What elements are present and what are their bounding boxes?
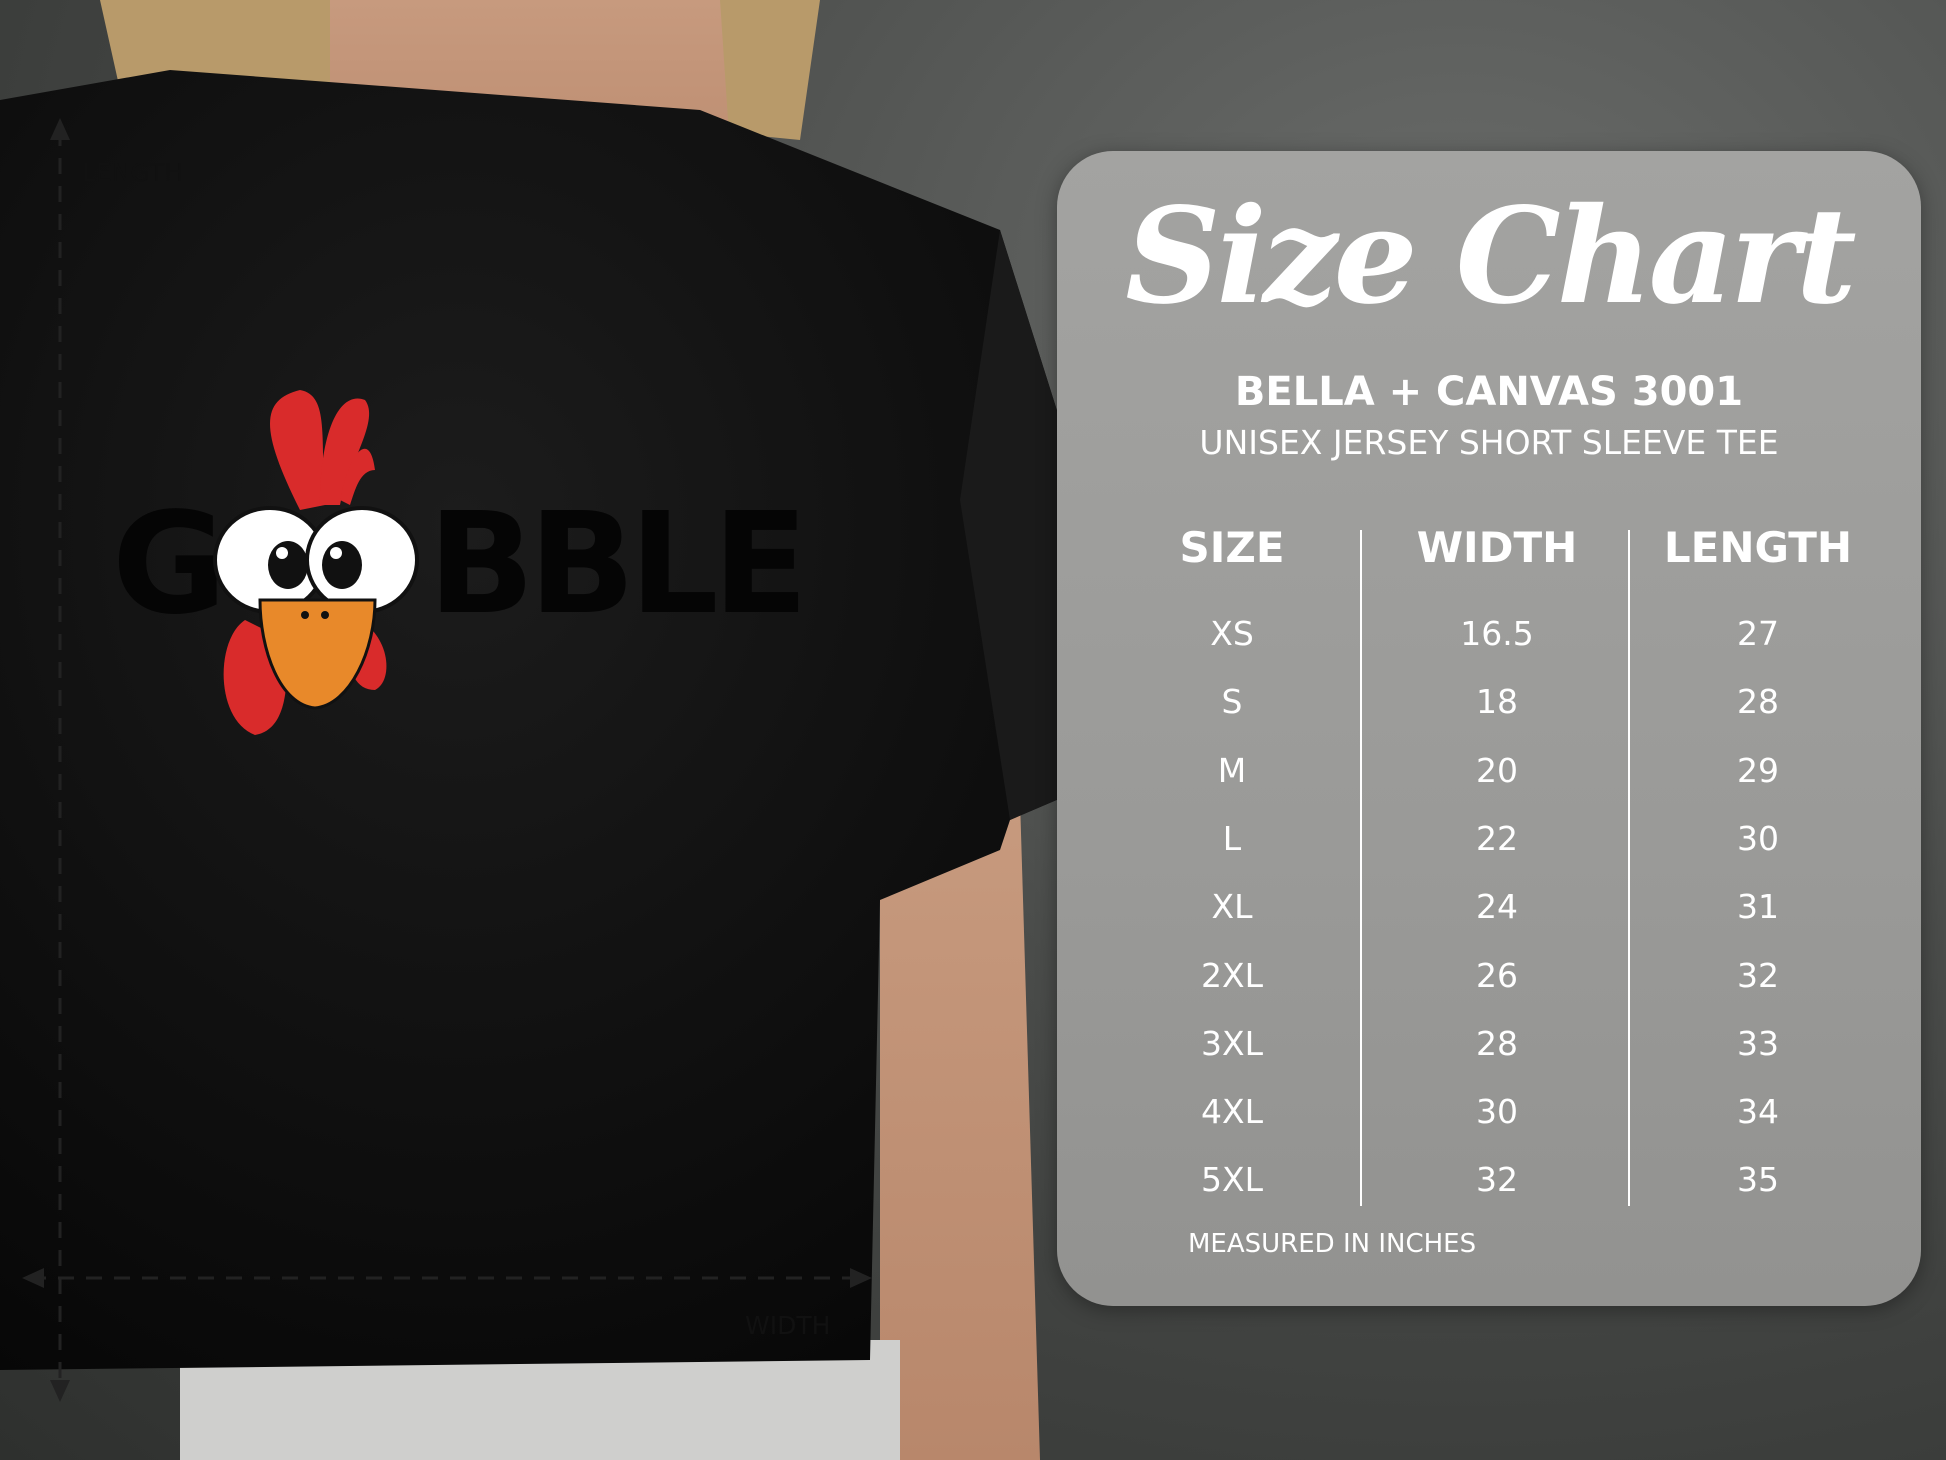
gobble-graphic: G BBLE xyxy=(112,390,808,735)
table-cell: 22 xyxy=(1476,818,1518,858)
table-cell: 28 xyxy=(1737,682,1779,722)
table-cell: XL xyxy=(1211,887,1253,927)
table-cell: 27 xyxy=(1737,614,1779,653)
table-cell: 2XL xyxy=(1201,955,1263,995)
size-chart-panel: Size Chart BELLA + CANVAS 3001 UNISEX JE… xyxy=(1057,151,1921,1306)
column-divider xyxy=(1360,530,1362,1206)
column-header: SIZE xyxy=(1179,523,1285,572)
brand-label: BELLA + CANVAS 3001 xyxy=(1234,369,1744,415)
table-cell: 32 xyxy=(1476,1160,1518,1200)
table-cell: 28 xyxy=(1476,1023,1518,1063)
table-cell: S xyxy=(1221,682,1243,722)
table-cell: 30 xyxy=(1476,1092,1518,1132)
model-label: UNISEX JERSEY SHORT SLEEVE TEE xyxy=(1199,423,1779,462)
table-cell: 29 xyxy=(1737,750,1779,790)
graphic-text-left: G xyxy=(112,483,227,646)
length-label: LENGTH xyxy=(82,158,183,187)
graphic-text-right: BBLE xyxy=(428,483,802,646)
footnote: MEASURED IN INCHES xyxy=(1188,1229,1477,1259)
width-label: WIDTH xyxy=(745,1311,831,1340)
table-cell: 33 xyxy=(1737,1023,1779,1063)
table-cell: XS xyxy=(1210,614,1254,653)
arrow-right-icon xyxy=(850,1268,872,1288)
column-header: WIDTH xyxy=(1416,523,1578,572)
table-cell: 18 xyxy=(1476,682,1518,722)
table-cell: 5XL xyxy=(1201,1160,1263,1200)
table-cell: 26 xyxy=(1476,955,1518,995)
table-cell: 34 xyxy=(1737,1092,1779,1132)
table-cell: L xyxy=(1222,818,1242,858)
arrow-left-icon xyxy=(22,1268,44,1288)
table-cell: 32 xyxy=(1737,955,1779,995)
size-chart-title: Size Chart xyxy=(1125,179,1856,334)
arrow-down-icon xyxy=(50,1380,70,1402)
table-cell: 24 xyxy=(1476,887,1518,927)
table-cell: 3XL xyxy=(1201,1023,1263,1063)
arrow-up-icon xyxy=(50,118,70,140)
arm xyxy=(880,800,1040,1460)
table-cell: 30 xyxy=(1737,818,1779,858)
column-header: LENGTH xyxy=(1663,523,1853,572)
table-cell: 20 xyxy=(1476,750,1518,790)
table-cell: 35 xyxy=(1737,1160,1779,1200)
column-divider xyxy=(1628,530,1630,1206)
table-cell: 31 xyxy=(1737,887,1779,927)
table-cell: 16.5 xyxy=(1460,614,1534,653)
table-cell: M xyxy=(1217,750,1247,790)
table-cell: 4XL xyxy=(1201,1092,1263,1132)
